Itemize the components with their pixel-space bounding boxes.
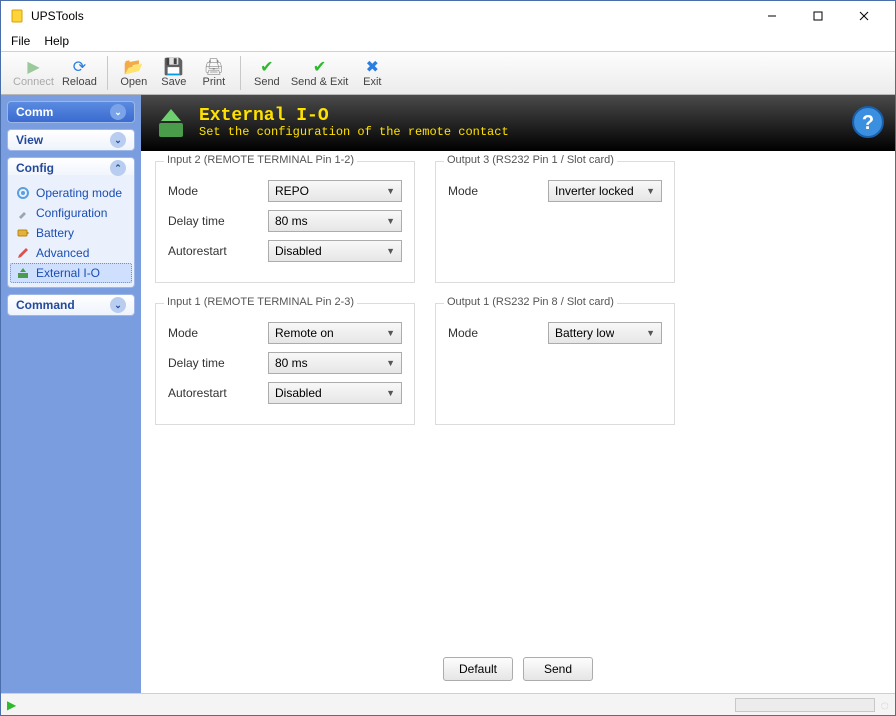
send-exit-button[interactable]: ✔ Send & Exit bbox=[287, 53, 352, 93]
default-button[interactable]: Default bbox=[443, 657, 513, 681]
footer-buttons: Default Send bbox=[141, 648, 895, 693]
check-exit-icon: ✔ bbox=[313, 58, 326, 76]
panel-comm[interactable]: Comm ⌄ bbox=[7, 101, 135, 123]
folder-open-icon: 📂 bbox=[124, 58, 144, 76]
progress-bar bbox=[735, 698, 875, 712]
output3-mode-select[interactable]: Inverter locked▼ bbox=[548, 180, 662, 202]
chevron-down-icon: ⌄ bbox=[110, 297, 126, 313]
chevron-up-icon: ⌃ bbox=[110, 160, 126, 176]
connect-button[interactable]: ▶ Connect bbox=[9, 53, 58, 93]
form-area: Input 2 (REMOTE TERMINAL Pin 1-2) Mode R… bbox=[141, 151, 895, 648]
toolbar: ▶ Connect ⟳ Reload 📂 Open 💾 Save 🖨 Print… bbox=[1, 51, 895, 95]
chevron-down-icon: ▼ bbox=[386, 358, 395, 368]
page-subtitle: Set the configuration of the remote cont… bbox=[199, 125, 509, 139]
input1-mode-select[interactable]: Remote on▼ bbox=[268, 322, 402, 344]
page-icon bbox=[153, 105, 189, 141]
label-autorestart: Autorestart bbox=[168, 244, 268, 258]
toolbar-separator bbox=[107, 56, 108, 90]
nav-battery[interactable]: Battery bbox=[10, 223, 132, 243]
page-header: External I-O Set the configuration of th… bbox=[141, 95, 895, 151]
reload-button[interactable]: ⟳ Reload bbox=[58, 53, 101, 93]
panel-command[interactable]: Command ⌄ bbox=[7, 294, 135, 316]
nav-configuration[interactable]: Configuration bbox=[10, 203, 132, 223]
label-delay: Delay time bbox=[168, 356, 268, 370]
chevron-down-icon: ▼ bbox=[386, 328, 395, 338]
nav-operating-mode[interactable]: Operating mode bbox=[10, 183, 132, 203]
chevron-down-icon: ▼ bbox=[386, 388, 395, 398]
close-button[interactable] bbox=[841, 1, 887, 31]
input1-delay-select[interactable]: 80 ms▼ bbox=[268, 352, 402, 374]
statusbar: ▶ ◌ bbox=[1, 693, 895, 715]
group-input1: Input 1 (REMOTE TERMINAL Pin 2-3) Mode R… bbox=[155, 303, 415, 425]
menu-help[interactable]: Help bbox=[38, 32, 75, 50]
label-mode: Mode bbox=[448, 326, 548, 340]
label-mode: Mode bbox=[168, 326, 268, 340]
output1-mode-select[interactable]: Battery low▼ bbox=[548, 322, 662, 344]
group-title: Output 3 (RS232 Pin 1 / Slot card) bbox=[444, 154, 617, 166]
config-panel-body: Operating mode Configuration Battery Adv… bbox=[7, 175, 135, 288]
chevron-down-icon: ⌄ bbox=[110, 104, 126, 120]
group-output3: Output 3 (RS232 Pin 1 / Slot card) Mode … bbox=[435, 161, 675, 283]
chevron-down-icon: ▼ bbox=[386, 246, 395, 256]
content: External I-O Set the configuration of th… bbox=[141, 95, 895, 693]
nav-external-io[interactable]: External I-O bbox=[10, 263, 132, 283]
group-title: Input 2 (REMOTE TERMINAL Pin 1-2) bbox=[164, 154, 357, 166]
pencil-icon bbox=[16, 246, 30, 260]
check-icon: ✔ bbox=[260, 58, 273, 76]
maximize-button[interactable] bbox=[795, 1, 841, 31]
input2-autorestart-select[interactable]: Disabled▼ bbox=[268, 240, 402, 262]
titlebar: UPSTools bbox=[1, 1, 895, 31]
window-controls bbox=[749, 1, 887, 31]
app-icon bbox=[9, 8, 25, 24]
menu-file[interactable]: File bbox=[5, 32, 36, 50]
status-play-icon[interactable]: ▶ bbox=[7, 698, 16, 712]
svg-text:?: ? bbox=[862, 112, 874, 134]
gear-icon bbox=[16, 186, 30, 200]
resize-grip-icon[interactable]: ◌ bbox=[881, 697, 889, 713]
exit-button[interactable]: ✖ Exit bbox=[352, 53, 392, 93]
nav-advanced[interactable]: Advanced bbox=[10, 243, 132, 263]
chevron-down-icon: ▼ bbox=[386, 186, 395, 196]
print-button[interactable]: 🖨 Print bbox=[194, 53, 234, 93]
toolbar-separator bbox=[240, 56, 241, 90]
help-icon[interactable]: ? bbox=[851, 105, 885, 139]
label-autorestart: Autorestart bbox=[168, 386, 268, 400]
chevron-down-icon: ▼ bbox=[386, 216, 395, 226]
play-icon: ▶ bbox=[27, 58, 39, 76]
send-button[interactable]: ✔ Send bbox=[247, 53, 287, 93]
battery-icon bbox=[16, 226, 30, 240]
chevron-down-icon: ▼ bbox=[646, 328, 655, 338]
label-mode: Mode bbox=[168, 184, 268, 198]
save-icon: 💾 bbox=[164, 58, 184, 76]
page-title: External I-O bbox=[199, 107, 509, 125]
chevron-down-icon: ⌄ bbox=[110, 132, 126, 148]
input2-mode-select[interactable]: REPO▼ bbox=[268, 180, 402, 202]
label-delay: Delay time bbox=[168, 214, 268, 228]
input1-autorestart-select[interactable]: Disabled▼ bbox=[268, 382, 402, 404]
reload-icon: ⟳ bbox=[73, 58, 86, 76]
sidebar: Comm ⌄ View ⌄ Config ⌃ Operating mode bbox=[1, 95, 141, 693]
menubar: File Help bbox=[1, 31, 895, 51]
chevron-down-icon: ▼ bbox=[646, 186, 655, 196]
app-title: UPSTools bbox=[31, 9, 84, 23]
label-mode: Mode bbox=[448, 184, 548, 198]
group-title: Input 1 (REMOTE TERMINAL Pin 2-3) bbox=[164, 296, 357, 308]
group-output1: Output 1 (RS232 Pin 8 / Slot card) Mode … bbox=[435, 303, 675, 425]
send-button-footer[interactable]: Send bbox=[523, 657, 593, 681]
group-input2: Input 2 (REMOTE TERMINAL Pin 1-2) Mode R… bbox=[155, 161, 415, 283]
panel-view[interactable]: View ⌄ bbox=[7, 129, 135, 151]
group-title: Output 1 (RS232 Pin 8 / Slot card) bbox=[444, 296, 617, 308]
input2-delay-select[interactable]: 80 ms▼ bbox=[268, 210, 402, 232]
print-icon: 🖨 bbox=[204, 58, 224, 76]
minimize-button[interactable] bbox=[749, 1, 795, 31]
close-icon: ✖ bbox=[366, 58, 379, 76]
wrench-icon bbox=[16, 206, 30, 220]
save-button[interactable]: 💾 Save bbox=[154, 53, 194, 93]
open-button[interactable]: 📂 Open bbox=[114, 53, 154, 93]
io-icon bbox=[16, 266, 30, 280]
